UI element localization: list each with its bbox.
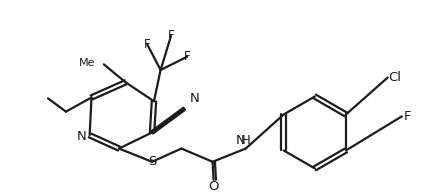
Text: N: N (77, 130, 87, 143)
Text: Me: Me (79, 58, 95, 68)
Text: S: S (148, 155, 156, 168)
Text: F: F (404, 110, 411, 123)
Text: N: N (236, 134, 246, 147)
Text: O: O (208, 180, 219, 192)
Text: F: F (184, 50, 190, 63)
Text: Cl: Cl (389, 71, 402, 84)
Text: F: F (144, 38, 151, 51)
Text: N: N (190, 92, 199, 105)
Text: F: F (168, 29, 174, 42)
Text: H: H (241, 134, 251, 147)
